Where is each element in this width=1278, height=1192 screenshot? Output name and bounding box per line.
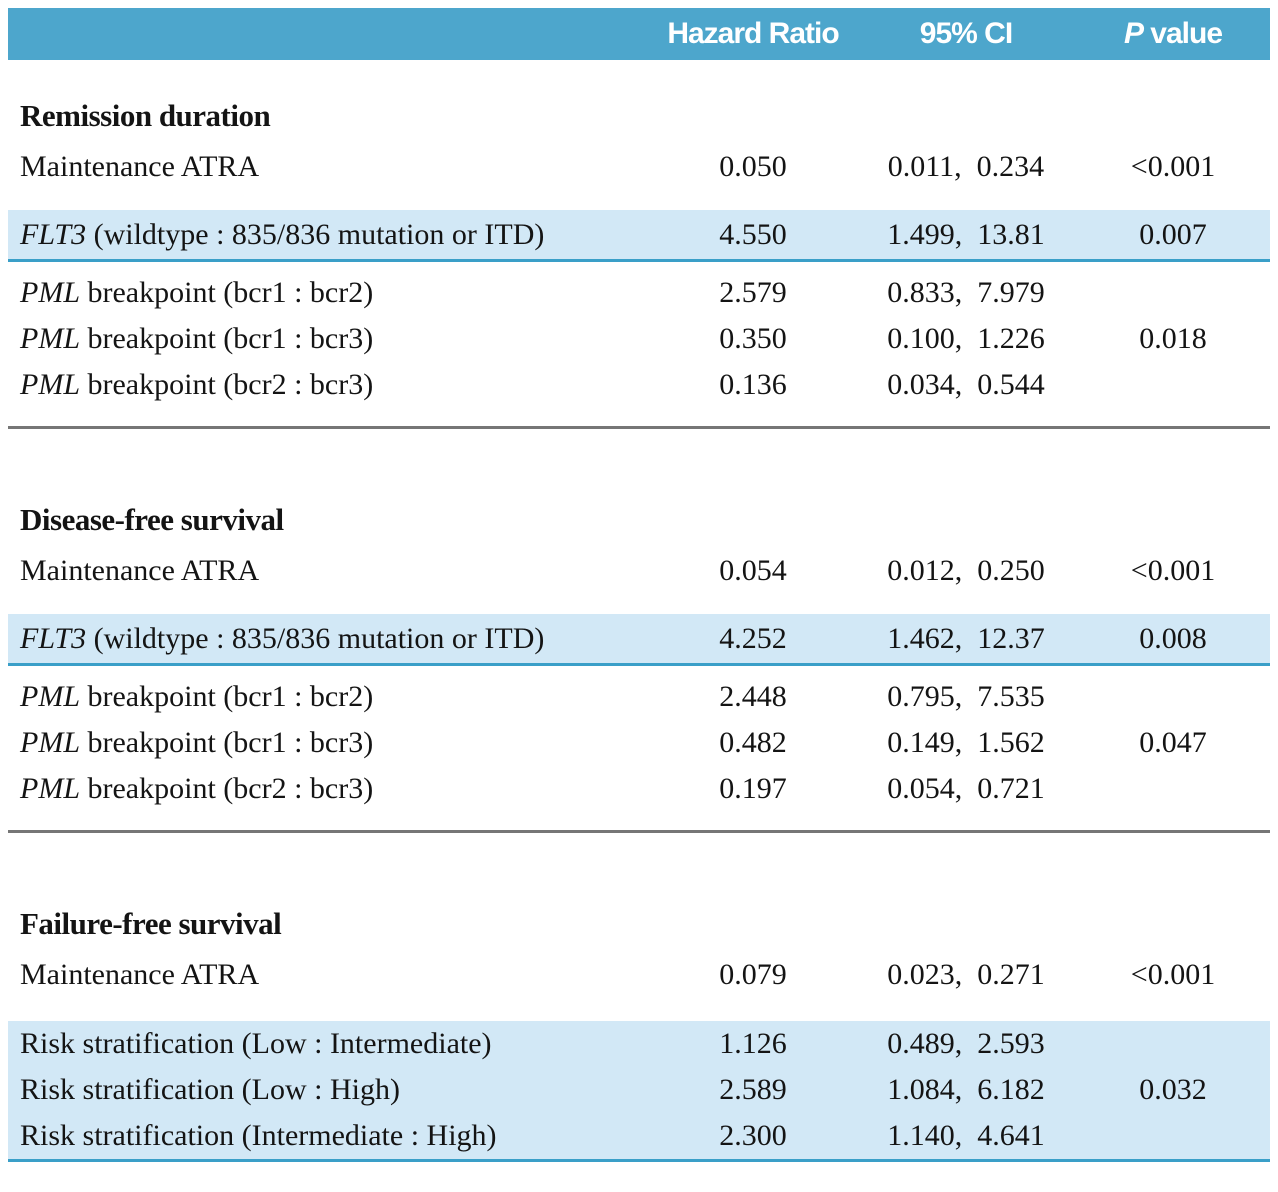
ci-value: 1.462, 12.37 xyxy=(887,621,1045,655)
row-label: PML breakpoint (bcr1 : bcr3) xyxy=(8,322,650,356)
p-value: 0.047 xyxy=(1139,726,1207,759)
gene-name: FLT3 xyxy=(20,217,87,251)
ci-value: 0.149, 1.562 xyxy=(887,726,1045,759)
row-label: PML breakpoint (bcr2 : bcr3) xyxy=(8,772,650,806)
row-label: Maintenance ATRA xyxy=(8,958,650,992)
ci-value: 1.140, 4.641 xyxy=(887,1119,1045,1152)
hazard-ratio-value: 2.300 xyxy=(719,1119,787,1152)
label-text: breakpoint (bcr2 : bcr3) xyxy=(80,772,374,805)
hazard-ratio-value: 0.482 xyxy=(719,726,787,759)
gene-name: PML xyxy=(20,276,80,309)
row-label: Maintenance ATRA xyxy=(8,150,650,184)
section-failure-free-survival: Failure-free survival Maintenance ATRA 0… xyxy=(8,901,1270,1162)
ci-value: 0.012, 0.250 xyxy=(887,554,1045,587)
table-group-pml-breakpoints: PML breakpoint (bcr1 : bcr2) 2.579 0.833… xyxy=(8,270,1270,408)
label-text: (wildtype : 835/836 mutation or ITD) xyxy=(86,621,545,655)
hazard-ratio-table: Hazard Ratio 95% CI P value Remission du… xyxy=(8,8,1270,1162)
ci-value: 0.054, 0.721 xyxy=(887,772,1045,805)
label-text: (wildtype : 835/836 mutation or ITD) xyxy=(86,217,545,251)
label-text: Maintenance ATRA xyxy=(20,150,260,183)
table-row-maintenance-atra: Maintenance ATRA 0.079 0.023, 0.271 <0.0… xyxy=(8,947,1270,1003)
row-label: Risk stratification (Low : Intermediate) xyxy=(8,1027,650,1061)
row-label: PML breakpoint (bcr1 : bcr2) xyxy=(8,276,650,310)
row-label: FLT3 (wildtype : 835/836 mutation or ITD… xyxy=(8,218,650,252)
section-title: Failure-free survival xyxy=(20,906,282,941)
ci-value: 0.100, 1.226 xyxy=(887,322,1045,355)
row-label: Risk stratification (Intermediate : High… xyxy=(8,1119,650,1153)
header-95-ci: 95% CI xyxy=(919,17,1013,50)
table-row-flt3: FLT3 (wildtype : 835/836 mutation or ITD… xyxy=(8,210,1270,262)
p-value: <0.001 xyxy=(1130,958,1216,991)
label-text: breakpoint (bcr1 : bcr2) xyxy=(80,276,374,309)
p-value: 0.008 xyxy=(1139,621,1207,655)
section-remission-duration: Remission duration Maintenance ATRA 0.05… xyxy=(8,93,1270,429)
hazard-ratio-value: 2.579 xyxy=(719,276,787,309)
ci-value: 0.833, 7.979 xyxy=(887,276,1045,309)
hazard-ratio-value: 0.079 xyxy=(719,958,787,991)
label-text: Risk stratification (Intermediate : High… xyxy=(20,1119,497,1152)
hazard-ratio-value: 1.126 xyxy=(719,1027,787,1060)
label-text: breakpoint (bcr1 : bcr3) xyxy=(80,726,374,759)
section-divider xyxy=(8,426,1270,429)
ci-value: 0.795, 7.535 xyxy=(887,680,1045,713)
hazard-ratio-value: 0.350 xyxy=(719,322,787,355)
table-group-pml-breakpoints: PML breakpoint (bcr1 : bcr2) 2.448 0.795… xyxy=(8,674,1270,812)
p-rest: value xyxy=(1142,17,1223,50)
hazard-ratio-value: 2.589 xyxy=(719,1073,787,1106)
row-label: Risk stratification (Low : High) xyxy=(8,1073,650,1107)
row-label: Maintenance ATRA xyxy=(8,554,650,588)
table-group-risk-stratification: Risk stratification (Low : Intermediate)… xyxy=(8,1021,1270,1162)
label-text: breakpoint (bcr2 : bcr3) xyxy=(80,368,374,401)
p-value: 0.007 xyxy=(1139,217,1207,251)
gene-name: PML xyxy=(20,726,80,759)
table-header-row: Hazard Ratio 95% CI P value xyxy=(8,8,1270,60)
label-text: Risk stratification (Low : Intermediate) xyxy=(20,1027,492,1060)
p-value: <0.001 xyxy=(1130,150,1216,183)
ci-value: 0.034, 0.544 xyxy=(887,368,1045,401)
gene-name: PML xyxy=(20,680,80,713)
table-row-maintenance-atra: Maintenance ATRA 0.050 0.011, 0.234 <0.0… xyxy=(8,139,1270,195)
section-title: Remission duration xyxy=(20,98,271,133)
row-label: PML breakpoint (bcr1 : bcr3) xyxy=(8,726,650,760)
ci-value: 0.489, 2.593 xyxy=(887,1027,1045,1060)
p-value: 0.032 xyxy=(1139,1073,1207,1106)
label-text: Maintenance ATRA xyxy=(20,554,260,587)
table-row-flt3: FLT3 (wildtype : 835/836 mutation or ITD… xyxy=(8,614,1270,666)
gene-name: FLT3 xyxy=(20,621,87,655)
header-hazard-ratio: Hazard Ratio xyxy=(667,17,839,50)
hazard-ratio-value: 0.054 xyxy=(719,554,787,587)
hazard-ratio-value: 4.252 xyxy=(719,621,787,655)
p-value: 0.018 xyxy=(1139,322,1207,355)
label-text: breakpoint (bcr1 : bcr2) xyxy=(80,680,374,713)
p-italic: P xyxy=(1123,17,1144,50)
gene-name: PML xyxy=(20,322,80,355)
hazard-ratio-value: 2.448 xyxy=(719,680,787,713)
table-row-maintenance-atra: Maintenance ATRA 0.054 0.012, 0.250 <0.0… xyxy=(8,543,1270,599)
row-label: PML breakpoint (bcr2 : bcr3) xyxy=(8,368,650,402)
gene-name: PML xyxy=(20,772,80,805)
hazard-ratio-value: 0.197 xyxy=(719,772,787,805)
row-label: PML breakpoint (bcr1 : bcr2) xyxy=(8,680,650,714)
hazard-ratio-value: 4.550 xyxy=(719,217,787,251)
section-divider xyxy=(8,830,1270,833)
p-value: <0.001 xyxy=(1130,554,1216,587)
hazard-ratio-value: 0.050 xyxy=(719,150,787,183)
header-p-value: P value xyxy=(1076,17,1270,51)
label-text: Risk stratification (Low : High) xyxy=(20,1073,400,1106)
label-text: Maintenance ATRA xyxy=(20,958,260,991)
section-disease-free-survival: Disease-free survival Maintenance ATRA 0… xyxy=(8,497,1270,833)
ci-value: 1.499, 13.81 xyxy=(887,217,1045,251)
gene-name: PML xyxy=(20,368,80,401)
row-label: FLT3 (wildtype : 835/836 mutation or ITD… xyxy=(8,622,650,656)
ci-value: 0.023, 0.271 xyxy=(887,958,1045,991)
label-text: breakpoint (bcr1 : bcr3) xyxy=(80,322,374,355)
ci-value: 0.011, 0.234 xyxy=(887,150,1045,183)
section-title: Disease-free survival xyxy=(20,502,284,537)
hazard-ratio-value: 0.136 xyxy=(719,368,787,401)
ci-value: 1.084, 6.182 xyxy=(887,1073,1045,1106)
